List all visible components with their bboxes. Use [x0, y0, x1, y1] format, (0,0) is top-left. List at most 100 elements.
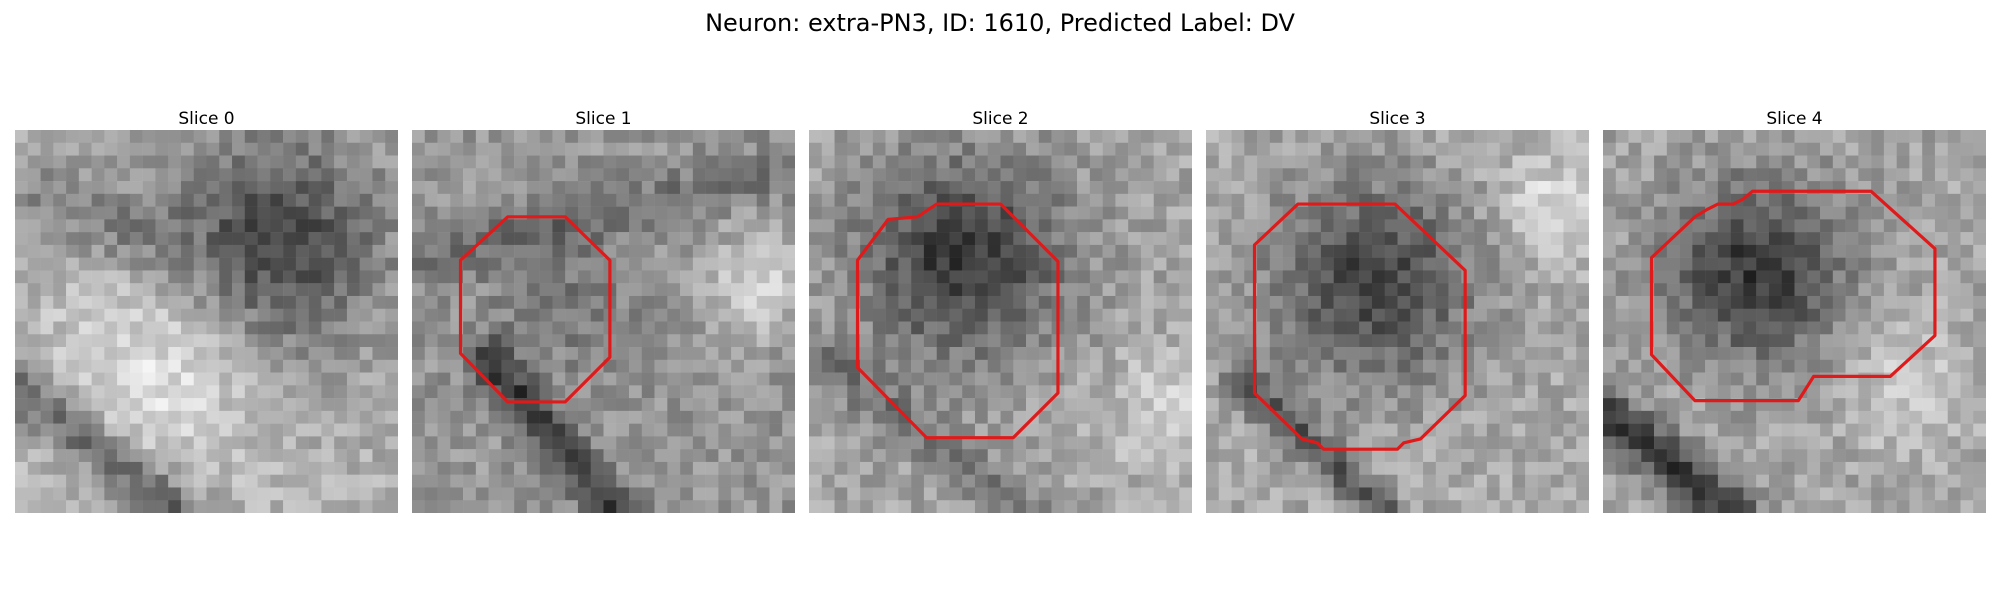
image-pixel [53, 206, 67, 220]
image-pixel [731, 474, 745, 488]
image-pixel [180, 487, 194, 501]
image-pixel [898, 155, 912, 169]
image-pixel [1909, 206, 1923, 220]
image-pixel [1257, 308, 1271, 322]
image-pixel [590, 270, 604, 284]
image-pixel [385, 385, 398, 399]
image-pixel [962, 385, 976, 399]
image-pixel [475, 372, 489, 386]
image-pixel [463, 206, 477, 220]
image-pixel [705, 155, 719, 169]
image-pixel [359, 283, 373, 297]
slice-image [412, 130, 795, 513]
image-pixel [949, 321, 963, 335]
image-pixel [898, 334, 912, 348]
image-pixel [1359, 449, 1373, 463]
image-pixel [1641, 130, 1655, 144]
image-pixel [1128, 181, 1142, 195]
image-pixel [168, 461, 182, 475]
image-pixel [475, 321, 489, 335]
image-pixel [244, 244, 258, 258]
image-pixel [1038, 257, 1052, 271]
image-pixel [359, 423, 373, 437]
image-pixel [1486, 295, 1500, 309]
image-pixel [756, 232, 770, 246]
image-pixel [1320, 398, 1334, 412]
image-pixel [1730, 206, 1744, 220]
image-pixel [1730, 219, 1744, 233]
image-pixel [962, 181, 976, 195]
image-pixel [603, 244, 617, 258]
image-pixel [654, 321, 668, 335]
image-pixel [1537, 244, 1551, 258]
image-pixel [1089, 257, 1103, 271]
image-pixel [603, 193, 617, 207]
image-pixel [1038, 142, 1052, 156]
image-pixel [1807, 359, 1821, 373]
image-pixel [1768, 461, 1782, 475]
image-pixel [1333, 321, 1347, 335]
image-pixel [1730, 308, 1744, 322]
image-pixel [155, 232, 169, 246]
image-pixel [1692, 372, 1706, 386]
image-pixel [1525, 283, 1539, 297]
image-pixel [385, 283, 398, 297]
image-pixel [1679, 347, 1693, 361]
image-pixel [872, 334, 886, 348]
image-pixel [718, 270, 732, 284]
image-pixel [616, 308, 630, 322]
image-pixel [1423, 372, 1437, 386]
image-pixel [1257, 270, 1271, 284]
image-pixel [590, 257, 604, 271]
image-pixel [219, 372, 233, 386]
image-pixel [129, 155, 143, 169]
image-pixel [847, 436, 861, 450]
image-pixel [1537, 206, 1551, 220]
image-pixel [936, 142, 950, 156]
image-pixel [1038, 168, 1052, 182]
image-pixel [206, 487, 220, 501]
image-pixel [654, 423, 668, 437]
image-pixel [872, 449, 886, 463]
image-pixel [1550, 449, 1564, 463]
image-pixel [155, 193, 169, 207]
image-pixel [257, 436, 271, 450]
image-pixel [1257, 130, 1271, 144]
image-pixel [1730, 155, 1744, 169]
image-pixel [834, 385, 848, 399]
image-pixel [1384, 295, 1398, 309]
image-pixel [463, 130, 477, 144]
image-pixel [53, 295, 67, 309]
image-pixel [898, 372, 912, 386]
image-pixel [244, 193, 258, 207]
image-pixel [1679, 321, 1693, 335]
image-pixel [680, 461, 694, 475]
image-pixel [1717, 423, 1731, 437]
image-pixel [463, 474, 477, 488]
image-pixel [860, 130, 874, 144]
image-pixel [1346, 347, 1360, 361]
image-pixel [232, 487, 246, 501]
image-pixel [424, 334, 438, 348]
image-pixel [219, 232, 233, 246]
image-pixel [936, 423, 950, 437]
image-pixel [769, 423, 783, 437]
image-pixel [450, 385, 464, 399]
image-pixel [1333, 359, 1347, 373]
image-pixel [206, 257, 220, 271]
image-pixel [860, 500, 874, 513]
image-pixel [1244, 461, 1258, 475]
image-pixel [860, 142, 874, 156]
image-pixel [501, 181, 515, 195]
image-pixel [359, 295, 373, 309]
image-pixel [1153, 130, 1167, 144]
image-pixel [1038, 385, 1052, 399]
image-pixel [552, 334, 566, 348]
image-pixel [577, 219, 591, 233]
image-pixel [1896, 410, 1910, 424]
image-pixel [692, 142, 706, 156]
image-pixel [15, 436, 29, 450]
image-pixel [1371, 142, 1385, 156]
image-pixel [1525, 193, 1539, 207]
image-pixel [821, 321, 835, 335]
